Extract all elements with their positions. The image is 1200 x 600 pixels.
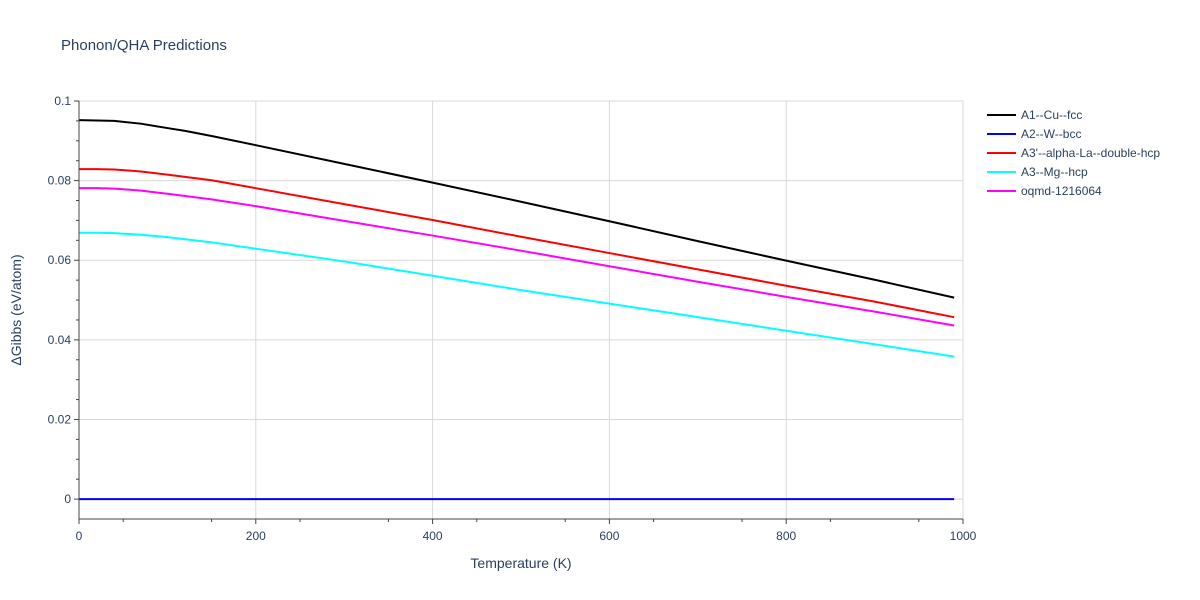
legend-item-4[interactable]: A3--Mg--hcp <box>987 165 1088 179</box>
x-tick-label: 600 <box>599 529 619 543</box>
x-tick-label: 400 <box>423 529 443 543</box>
series-line-3[interactable] <box>79 168 955 319</box>
x-axis-title: Temperature (K) <box>470 555 571 571</box>
x-tick-label: 0 <box>76 529 83 543</box>
series-line-4[interactable] <box>79 231 955 358</box>
legend-item-3[interactable]: A3'--alpha-La--double-hcp <box>987 146 1160 160</box>
legend-label: oqmd-1216064 <box>1021 184 1102 198</box>
series-line-5[interactable] <box>79 187 955 327</box>
y-tick-label: 0.02 <box>48 412 72 426</box>
legend-label: A2--W--bcc <box>1021 127 1081 141</box>
legend-label: A3'--alpha-La--double-hcp <box>1021 146 1160 160</box>
legend-item-2[interactable]: A2--W--bcc <box>987 127 1081 141</box>
legend-label: A1--Cu--fcc <box>1021 108 1082 122</box>
axis-layer: 0 200 400 600 800 1000 0 0.02 0.04 0.06 0.08 0.1 <box>48 94 977 543</box>
legend-item-5[interactable]: oqmd-1216064 <box>987 184 1102 198</box>
y-tick-label: 0 <box>64 492 71 506</box>
legend-item-1[interactable]: A1--Cu--fcc <box>987 108 1082 122</box>
y-tick-label: 0.1 <box>54 94 71 108</box>
chart-title: Phonon/QHA Predictions <box>61 37 227 54</box>
series-layer <box>78 119 955 501</box>
y-axis-title: ΔGibbs (eV/atom) <box>8 254 24 365</box>
y-tick-label: 0.08 <box>48 174 72 188</box>
y-tick-label: 0.06 <box>48 253 72 267</box>
series-line-1[interactable] <box>78 119 955 299</box>
x-tick-label: 800 <box>776 529 796 543</box>
y-tick-label: 0.04 <box>48 333 72 347</box>
x-tick-label: 200 <box>246 529 266 543</box>
legend-label: A3--Mg--hcp <box>1021 165 1088 179</box>
x-tick-label: 1000 <box>950 529 977 543</box>
legend[interactable]: A1--Cu--fcc A2--W--bcc A3'--alpha-La--doub… <box>987 108 1160 198</box>
